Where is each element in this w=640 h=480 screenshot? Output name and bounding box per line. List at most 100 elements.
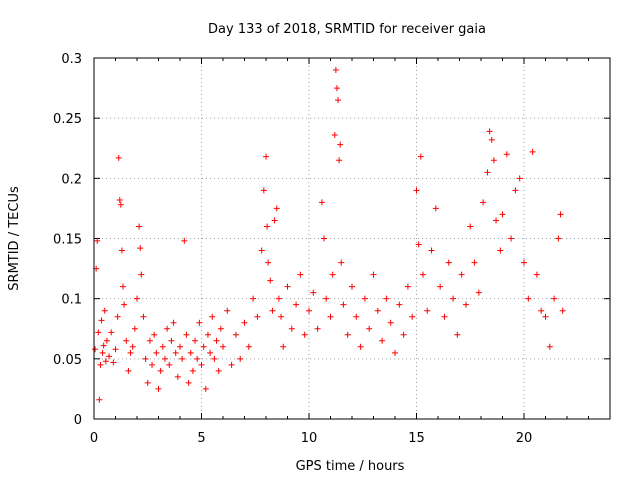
data-point (555, 235, 562, 242)
data-point (361, 295, 368, 302)
data-point (332, 67, 339, 74)
data-point (254, 313, 261, 320)
data-point (264, 223, 271, 230)
data-point (114, 313, 121, 320)
data-point (441, 313, 448, 320)
data-point (232, 331, 239, 338)
data-point (168, 337, 175, 344)
data-point (127, 349, 134, 356)
data-point (170, 319, 177, 326)
data-point (454, 331, 461, 338)
data-point (297, 271, 304, 278)
data-point (181, 237, 188, 244)
data-point (458, 271, 465, 278)
data-point (409, 313, 416, 320)
data-point (245, 343, 252, 350)
data-point (437, 283, 444, 290)
tick-layer: 0 5 10 15 20 0 0.05 0.1 0.15 0.2 0.25 0.3 (53, 52, 611, 446)
data-point (258, 247, 265, 254)
data-point (267, 277, 274, 284)
data-point (196, 319, 203, 326)
data-point (164, 325, 171, 332)
y-axis-label: SRMTID / TECUs (7, 186, 22, 291)
data-point (486, 128, 493, 135)
data-point (202, 385, 209, 392)
data-point (110, 359, 117, 366)
data-point (310, 289, 317, 296)
data-point (383, 295, 390, 302)
y-tick-label: 0.2 (61, 172, 82, 187)
data-point (123, 337, 130, 344)
data-point (136, 223, 143, 230)
data-point (192, 337, 199, 344)
data-point (217, 325, 224, 332)
data-point (161, 355, 168, 362)
data-point (419, 271, 426, 278)
data-point (140, 313, 147, 320)
data-point (98, 317, 105, 324)
x-tick-label: 0 (90, 431, 98, 446)
data-point (284, 283, 291, 290)
data-point (428, 247, 435, 254)
data-point (280, 343, 287, 350)
data-point (271, 217, 278, 224)
data-point (151, 331, 158, 338)
data-point (228, 361, 235, 368)
data-point (327, 313, 334, 320)
data-point (450, 295, 457, 302)
data-point (116, 196, 123, 203)
data-point (306, 307, 312, 314)
data-point (269, 307, 276, 314)
data-point (379, 337, 386, 344)
data-point (462, 301, 469, 308)
data-point (404, 283, 411, 290)
data-point (189, 367, 196, 374)
y-tick-label: 0.05 (53, 353, 82, 368)
data-point (121, 301, 128, 308)
data-point (516, 175, 523, 182)
y-tick-label: 0.1 (61, 293, 82, 308)
data-point (529, 148, 536, 155)
data-point (331, 132, 338, 139)
data-point (92, 346, 99, 353)
data-point (97, 361, 104, 368)
data-point (467, 223, 474, 230)
data-point (415, 241, 422, 248)
data-point (149, 361, 156, 368)
data-point (521, 259, 527, 266)
data-point (497, 247, 504, 254)
data-point (471, 259, 478, 266)
data-point (538, 307, 545, 314)
data-point (374, 307, 381, 314)
data-point (117, 201, 124, 208)
data-point (142, 355, 149, 362)
data-point (318, 199, 325, 206)
data-point (340, 301, 347, 308)
data-point (204, 331, 211, 338)
data-point (424, 307, 431, 314)
data-point (106, 353, 113, 360)
y-tick-label: 0 (74, 413, 82, 428)
data-point (508, 235, 515, 242)
data-point (237, 355, 244, 362)
data-point (131, 325, 138, 332)
data-point (417, 153, 424, 160)
data-point (396, 301, 403, 308)
data-point (144, 379, 151, 386)
data-point (480, 199, 487, 206)
data-point (213, 337, 220, 344)
data-point (220, 343, 226, 350)
data-point (512, 187, 519, 194)
data-point (321, 235, 328, 242)
data-point (99, 349, 106, 356)
data-point (224, 307, 231, 314)
data-point (137, 245, 144, 252)
data-point (96, 396, 103, 403)
data-point (172, 349, 179, 356)
data-point (557, 211, 564, 218)
data-point (400, 331, 407, 338)
data-point (100, 342, 107, 349)
data-point (387, 319, 394, 326)
data-point (129, 343, 136, 350)
